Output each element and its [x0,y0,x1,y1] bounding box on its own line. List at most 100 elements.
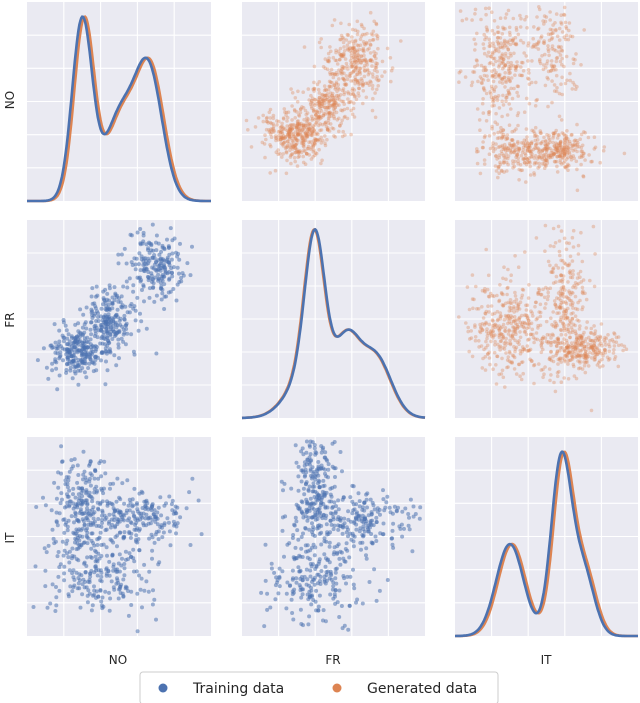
generated-point [365,60,369,65]
generated-point [562,148,566,152]
generated-point [554,141,558,145]
generated-point [593,331,597,336]
training-point [64,368,69,372]
training-point [319,450,324,455]
generated-point [506,267,510,272]
generated-point [559,45,563,49]
training-point [351,544,356,549]
generated-point [578,324,582,328]
generated-point [489,304,494,308]
generated-point [549,340,554,345]
training-point [93,349,98,354]
generated-point [557,45,561,50]
generated-point [287,131,291,136]
generated-point [541,67,546,72]
generated-point [565,129,569,133]
generated-point [496,130,500,135]
generated-point [313,103,317,108]
generated-point [287,137,292,141]
generated-point [517,167,521,172]
training-point [294,460,299,465]
training-point [67,488,72,493]
generated-point [551,226,556,231]
training-point [101,491,106,496]
generated-point [519,168,523,173]
training-point [345,574,350,579]
generated-point [323,112,328,116]
training-point [308,468,313,473]
generated-point [484,339,488,344]
generated-point [332,114,336,119]
training-point [152,540,157,545]
training-point [98,588,103,593]
generated-point [514,41,518,46]
generated-point [579,132,584,137]
generated-point [309,157,314,161]
generated-point [546,142,550,146]
generated-point [300,127,305,132]
training-point [73,345,78,350]
generated-point [501,132,506,137]
training-point [62,564,67,569]
generated-point [341,87,346,91]
generated-point [564,164,568,169]
training-point [109,316,114,321]
generated-point [319,128,324,132]
generated-point [518,73,522,77]
generated-point [504,160,509,165]
generated-point [276,148,281,152]
training-point [48,601,53,606]
training-point [300,555,305,559]
training-point [302,574,307,579]
generated-point [470,18,474,22]
training-point [123,304,128,309]
training-point [156,529,161,534]
generated-point [562,132,566,136]
generated-point [351,55,356,59]
training-point [114,312,119,317]
generated-point [295,110,299,114]
generated-point [340,70,344,75]
training-point [290,611,295,615]
training-point [149,508,154,513]
generated-point [532,43,536,47]
training-point [354,522,359,527]
generated-point [529,149,534,153]
generated-point [460,18,465,23]
generated-point [551,131,556,135]
generated-point [563,20,568,25]
generated-point [322,94,327,98]
generated-point [491,41,496,46]
generated-point [296,89,300,94]
training-point [339,604,344,608]
generated-point [265,119,270,124]
generated-point [573,142,577,146]
training-point [185,261,190,266]
generated-point [557,26,562,31]
generated-point [581,154,585,159]
generated-point [372,68,377,73]
generated-point [295,133,300,137]
training-point [50,582,55,587]
training-point [68,351,73,356]
generated-point [554,89,559,94]
training-point [62,578,67,583]
generated-point [498,344,503,349]
generated-point [326,118,331,122]
generated-point [370,64,374,68]
panel-it-no [27,437,211,636]
generated-point [305,135,310,139]
generated-point [555,146,560,151]
training-point [150,602,155,607]
training-point [176,251,181,256]
training-point [52,322,57,327]
generated-point [530,45,535,49]
generated-point [489,92,493,96]
generated-point [500,32,505,36]
generated-point [520,320,525,325]
training-point [314,588,319,593]
generated-point [589,344,594,349]
generated-point [592,284,597,289]
training-point [106,338,111,343]
